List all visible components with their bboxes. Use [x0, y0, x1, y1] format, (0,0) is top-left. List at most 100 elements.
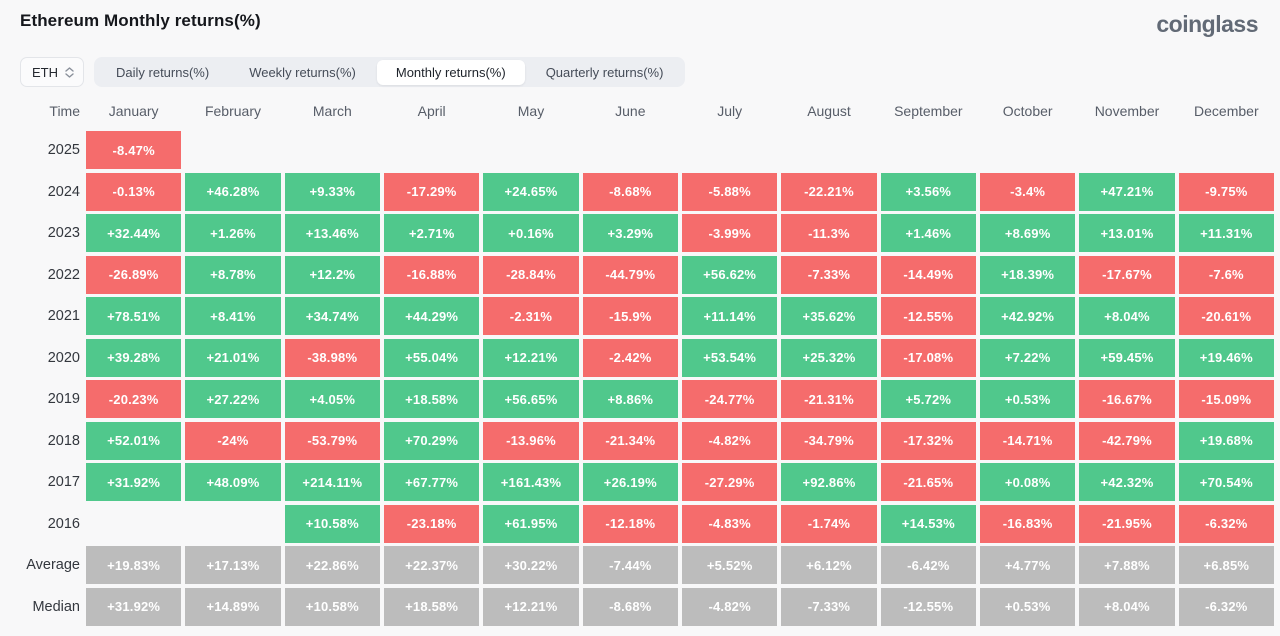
return-cell: -21.95% [1079, 504, 1175, 543]
return-cell: +32.44% [86, 214, 182, 252]
return-cell: -14.71% [980, 421, 1076, 460]
return-cell: -2.31% [483, 297, 579, 335]
table-row-2020: 2020 +39.28% +21.01% -38.98% +55.04% +12.21% -… [0, 338, 1280, 377]
return-cell: +53.54% [682, 338, 778, 377]
return-cell: -17.32% [880, 421, 976, 460]
return-cell: +55.04% [384, 338, 480, 377]
return-cell: +18.39% [980, 255, 1076, 294]
table-row-2022: 2022 -26.89% +8.78% +12.2% -16.88% -28.84% -44… [0, 255, 1280, 294]
return-cell: -28.84% [483, 255, 579, 294]
month-header-august: August [807, 103, 851, 119]
return-cell: +44.29% [384, 297, 480, 335]
return-cell: +56.65% [483, 380, 579, 418]
return-cell: -16.83% [980, 504, 1076, 543]
return-cell: +70.29% [384, 421, 480, 460]
return-cell: -11.3% [781, 214, 877, 252]
empty-cell [483, 131, 578, 169]
year-label: 2022 [47, 266, 80, 283]
tab-quarterly-returns[interactable]: Quarterly returns(%) [527, 60, 683, 85]
table-row-2017: 2017 +31.92% +48.09% +214.11% +67.77% +161.43… [0, 463, 1280, 501]
return-cell: +18.58% [384, 587, 480, 626]
return-cell: +92.86% [781, 463, 877, 501]
return-cell: +10.58% [284, 504, 380, 543]
return-cell: -17.29% [384, 172, 480, 211]
return-cell: -20.23% [86, 380, 182, 418]
table-header-row: Time January February March April May June Jul… [0, 101, 1280, 121]
summary-row-label: Average [26, 557, 80, 573]
tab-daily-returns[interactable]: Daily returns(%) [97, 60, 228, 85]
return-cell: -8.68% [582, 172, 678, 211]
return-cell: +13.46% [284, 214, 380, 252]
return-cell: +47.21% [1079, 172, 1175, 211]
return-cell: +56.62% [682, 255, 778, 294]
return-cell: +4.77% [980, 546, 1076, 584]
return-cell: +59.45% [1079, 338, 1175, 377]
return-cell: -21.34% [582, 421, 678, 460]
year-label: 2020 [47, 349, 80, 366]
return-cell: -13.96% [483, 421, 579, 460]
return-cell: -38.98% [284, 338, 380, 377]
return-cell: -6.32% [1178, 587, 1274, 626]
return-cell: -22.21% [781, 172, 877, 211]
return-cell: -17.08% [880, 338, 976, 377]
return-cell: -21.65% [880, 463, 976, 501]
return-cell: -17.67% [1079, 255, 1175, 294]
month-header-november: November [1094, 103, 1160, 119]
returns-period-tabs: Daily returns(%) Weekly returns(%) Monthly… [94, 57, 686, 87]
return-cell: -7.6% [1178, 255, 1274, 294]
return-cell: -4.83% [682, 504, 778, 543]
return-cell: -6.32% [1178, 504, 1274, 543]
return-cell: -26.89% [86, 255, 182, 294]
return-cell: +30.22% [483, 546, 579, 584]
return-cell: -7.44% [582, 546, 678, 584]
return-cell: +39.28% [86, 338, 182, 377]
return-cell: +4.05% [284, 380, 380, 418]
tab-monthly-returns[interactable]: Monthly returns(%) [376, 59, 525, 85]
return-cell: +24.65% [483, 172, 579, 211]
return-cell: +5.72% [880, 380, 976, 418]
year-label: 2025 [47, 142, 80, 158]
return-cell: +14.53% [880, 504, 976, 543]
return-cell: +3.29% [582, 214, 678, 252]
coinglass-logo: coinglass [1156, 11, 1258, 37]
table-body: 2025 -8.47% 2024 -0.13% +46.28% +9.33% -17.29%… [0, 131, 1280, 626]
return-cell: -3.99% [682, 214, 778, 252]
year-label: 2017 [47, 474, 80, 490]
empty-cell [285, 131, 380, 169]
return-cell: +17.13% [185, 546, 281, 584]
year-label: 2019 [47, 391, 80, 407]
page-title: Ethereum Monthly returns(%) [20, 11, 261, 30]
return-cell: -21.31% [781, 380, 877, 418]
return-cell: +78.51% [86, 297, 182, 335]
table-row-2024: 2024 -0.13% +46.28% +9.33% -17.29% +24.65% -8.… [0, 172, 1280, 211]
year-label: 2016 [47, 515, 80, 532]
return-cell: +8.86% [582, 380, 678, 418]
time-column-header: Time [49, 103, 80, 119]
empty-cell [1079, 131, 1174, 169]
symbol-select[interactable]: ETH [20, 57, 84, 87]
empty-cell [185, 505, 280, 543]
empty-cell [682, 131, 777, 169]
tab-weekly-returns[interactable]: Weekly returns(%) [230, 60, 375, 85]
return-cell: +5.52% [682, 546, 778, 584]
month-header-october: October [1002, 103, 1053, 119]
return-cell: -9.75% [1178, 172, 1274, 211]
return-cell: +61.95% [483, 504, 579, 543]
return-cell: +8.04% [1079, 297, 1175, 335]
return-cell: -12.55% [880, 587, 976, 626]
return-cell: -4.82% [682, 421, 778, 460]
return-cell: -12.55% [880, 297, 976, 335]
empty-cell [881, 131, 976, 169]
return-cell: +21.01% [185, 338, 281, 377]
return-cell: +70.54% [1178, 463, 1274, 501]
return-cell: -2.42% [582, 338, 678, 377]
return-cell: -20.61% [1178, 297, 1274, 335]
return-cell: -24.77% [682, 380, 778, 418]
return-cell: -27.29% [682, 463, 778, 501]
return-cell: +11.31% [1178, 214, 1274, 252]
summary-row-label: Median [32, 598, 80, 615]
page-header: Ethereum Monthly returns(%) coinglass [0, 0, 1280, 36]
return-cell: -14.49% [880, 255, 976, 294]
return-cell: +42.92% [980, 297, 1076, 335]
empty-cell [781, 131, 876, 169]
